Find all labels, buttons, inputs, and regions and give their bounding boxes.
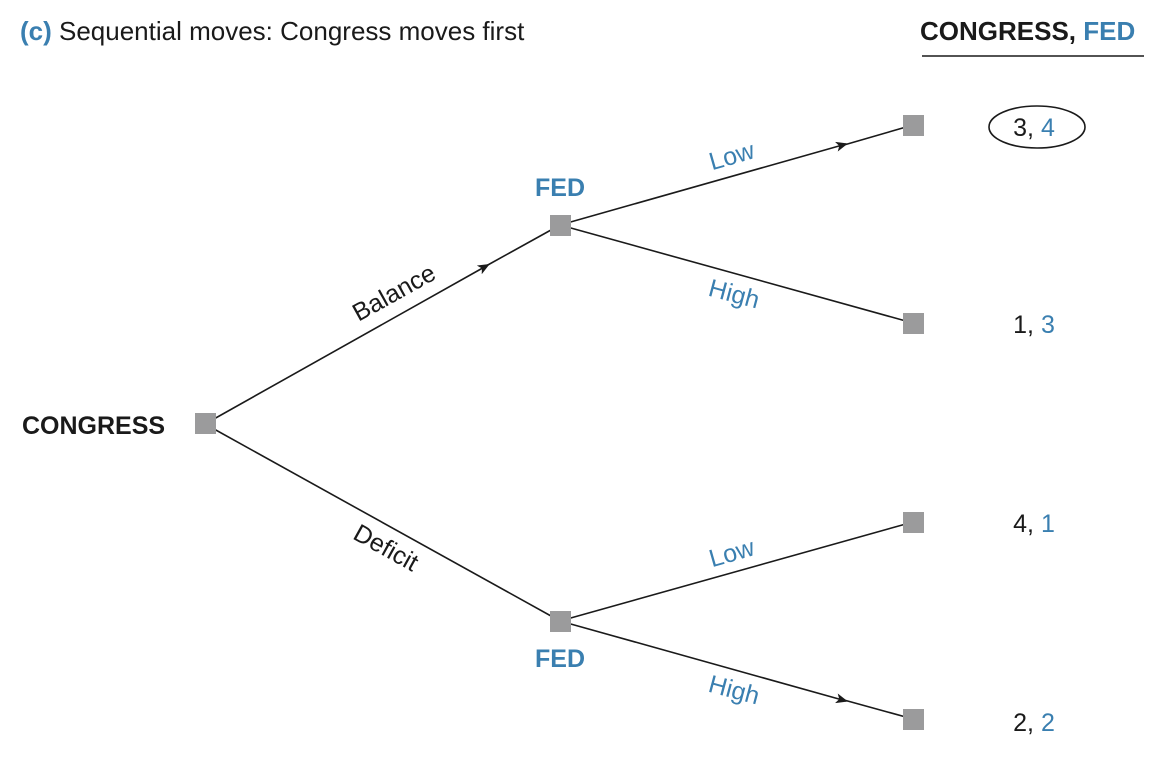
fed-label-upper: FED bbox=[535, 174, 585, 202]
terminal-node-2 bbox=[903, 313, 924, 334]
move-label-deficit: Deficit bbox=[349, 519, 423, 577]
edge-lower-high-first-half bbox=[559, 620, 848, 704]
terminal-node-3 bbox=[903, 512, 924, 533]
payoff-3: 4, 1 bbox=[1013, 510, 1055, 538]
payoff-1-congress: 3, bbox=[1013, 114, 1034, 142]
payoff-2-congress: 1, bbox=[1013, 311, 1034, 339]
payoff-1-fed: 4 bbox=[1034, 114, 1055, 142]
payoff-4-fed: 2 bbox=[1034, 709, 1055, 737]
edge-balance-second-half bbox=[485, 224, 561, 267]
edge-upper-low-second-half bbox=[843, 124, 914, 146]
payoff-2-fed: 3 bbox=[1034, 311, 1055, 339]
move-label-upper-low: Low bbox=[706, 136, 759, 176]
payoff-header-fed: FED bbox=[1076, 16, 1135, 46]
move-label-lower-high: High bbox=[706, 670, 763, 710]
payoff-4: 2, 2 bbox=[1013, 709, 1055, 737]
terminal-node-1 bbox=[903, 115, 924, 136]
payoff-2: 1, 3 bbox=[1013, 311, 1055, 339]
payoff-3-congress: 4, bbox=[1013, 510, 1034, 538]
caption-text: Sequential moves: Congress moves first bbox=[52, 16, 525, 46]
edge-lower-low bbox=[559, 521, 914, 622]
edge-deficit bbox=[204, 423, 561, 622]
payoff-3-fed: 1 bbox=[1034, 510, 1055, 538]
payoff-1: 3, 4 bbox=[1013, 114, 1055, 142]
figure-caption: (c) Sequential moves: Congress moves fir… bbox=[20, 16, 525, 46]
root-node bbox=[195, 413, 216, 434]
payoff-header-congress: CONGRESS, bbox=[920, 16, 1076, 46]
fed-node-lower bbox=[550, 611, 571, 632]
equilibrium-circle bbox=[988, 105, 1086, 149]
fed-label-lower: FED bbox=[535, 645, 585, 673]
payoff-4-congress: 2, bbox=[1013, 709, 1034, 737]
edge-lower-high-second-half bbox=[843, 699, 914, 720]
move-label-upper-high: High bbox=[706, 274, 763, 314]
fed-node-upper bbox=[550, 215, 571, 236]
payoff-header: CONGRESS, FED bbox=[920, 16, 1135, 46]
caption-prefix: (c) bbox=[20, 16, 52, 46]
edge-upper-high bbox=[559, 224, 914, 324]
edge-balance-first-half bbox=[204, 264, 490, 425]
edge-upper-low-first-half bbox=[559, 141, 848, 226]
terminal-node-4 bbox=[903, 709, 924, 730]
root-label: CONGRESS bbox=[22, 412, 165, 440]
